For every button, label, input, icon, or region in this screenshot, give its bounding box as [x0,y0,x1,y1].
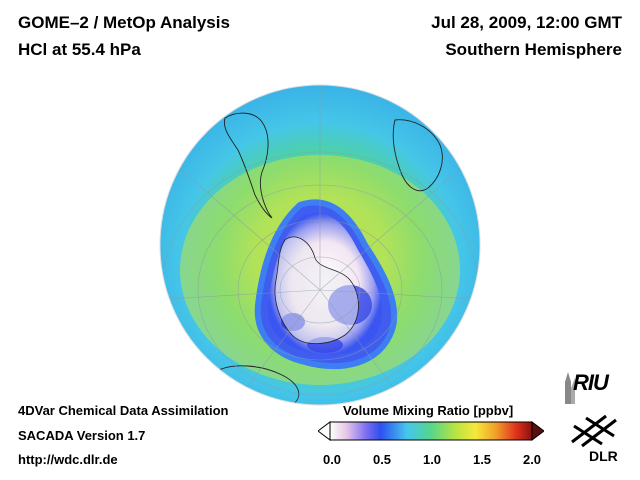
map-title: GOME–2 / MetOp Analysis [18,13,230,32]
map-subtitle: HCl at 55.4 hPa [18,40,141,59]
colorbar-tick: 1.5 [472,452,492,467]
dlr-logo-text: DLR [589,448,618,464]
africa-outline [392,119,443,192]
colorbar-tick: 1.0 [422,452,442,467]
dlr-logo-icon [571,414,617,448]
globe-rim [159,84,481,406]
colorbar-tick: 0.0 [322,452,342,467]
footer-model: 4DVar Chemical Data Assimilation [18,403,229,418]
colorbar-gradient [329,421,533,441]
riu-logo-icon [565,372,575,404]
colorbar-title: Volume Mixing Ratio [ppbv] [343,403,514,418]
footer-version: SACADA Version 1.7 [18,428,146,443]
region-label: Southern Hemisphere [445,40,622,59]
south-america-outline [223,112,273,219]
colorbar [318,421,544,441]
colorbar-min-arrow [318,421,331,441]
datetime-label: Jul 28, 2009, 12:00 GMT [431,13,622,32]
footer-url[interactable]: http://wdc.dlr.de [18,452,118,467]
colorbar-max-arrow [531,421,544,441]
colorbar-tick: 0.5 [372,452,392,467]
colorbar-tick: 2.0 [522,452,542,467]
riu-logo-text: RIU [573,370,609,395]
